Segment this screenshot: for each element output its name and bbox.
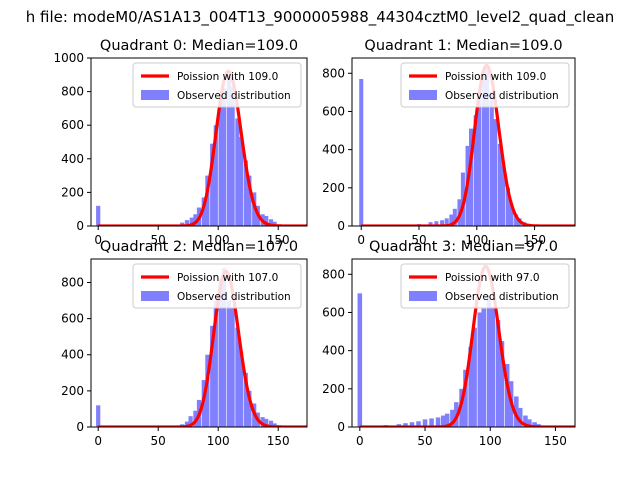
legend-label-poisson: Poission with 107.0 bbox=[177, 272, 278, 284]
panel-title: Quadrant 3: Median=97.0 bbox=[369, 239, 558, 255]
legend-label-poisson: Poission with 109.0 bbox=[177, 71, 278, 83]
legend-label-observed: Observed distribution bbox=[177, 291, 291, 303]
y-tick-label: 400 bbox=[61, 348, 84, 362]
legend-label-observed: Observed distribution bbox=[177, 90, 291, 102]
panel-title: Quadrant 1: Median=109.0 bbox=[364, 38, 562, 54]
x-tick-label: 0 bbox=[357, 233, 365, 247]
histogram-bar bbox=[96, 206, 100, 226]
histogram-bar bbox=[478, 312, 483, 427]
legend-label-poisson: Poission with 97.0 bbox=[445, 272, 540, 284]
legend-label-poisson: Poission with 109.0 bbox=[445, 71, 546, 83]
y-tick-label: 200 bbox=[61, 185, 84, 199]
y-tick-label: 600 bbox=[61, 118, 84, 132]
y-tick-label: 600 bbox=[322, 305, 345, 319]
y-tick-label: 800 bbox=[322, 267, 345, 281]
histogram-bar bbox=[96, 405, 100, 427]
y-tick-label: 1000 bbox=[53, 51, 84, 65]
y-tick-label: 600 bbox=[61, 312, 84, 326]
x-tick-label: 50 bbox=[151, 434, 166, 448]
y-tick-label: 200 bbox=[322, 382, 345, 396]
panel-title: Quadrant 2: Median=107.0 bbox=[100, 239, 298, 255]
x-tick-label: 0 bbox=[356, 434, 364, 448]
y-tick-label: 0 bbox=[337, 420, 345, 434]
x-tick-label: 150 bbox=[544, 434, 567, 448]
legend-bar-swatch bbox=[409, 90, 437, 100]
x-tick-label: 150 bbox=[267, 434, 290, 448]
x-tick-label: 100 bbox=[207, 434, 230, 448]
y-tick-label: 800 bbox=[322, 66, 345, 80]
panel-title: Quadrant 0: Median=109.0 bbox=[100, 38, 298, 54]
histogram-bar bbox=[481, 309, 486, 427]
y-tick-label: 200 bbox=[322, 181, 345, 195]
y-tick-label: 200 bbox=[61, 384, 84, 398]
legend-label-observed: Observed distribution bbox=[445, 291, 559, 303]
histogram-bar bbox=[491, 307, 496, 427]
y-tick-label: 800 bbox=[61, 85, 84, 99]
legend-label-observed: Observed distribution bbox=[445, 90, 559, 102]
y-tick-label: 600 bbox=[322, 104, 345, 118]
legend: Poission with 109.0 Observed distribution bbox=[401, 63, 569, 107]
x-tick-label: 0 bbox=[94, 434, 102, 448]
figure-suptitle: h file: modeM0/AS1A13_004T13_9000005988_… bbox=[26, 8, 615, 27]
legend-bar-swatch bbox=[409, 291, 437, 301]
y-tick-label: 800 bbox=[61, 275, 84, 289]
legend-bar-swatch bbox=[141, 291, 169, 301]
x-tick-label: 50 bbox=[417, 434, 432, 448]
legend: Poission with 109.0 Observed distribution bbox=[133, 63, 301, 107]
histogram-bar bbox=[359, 79, 363, 226]
y-tick-label: 0 bbox=[76, 219, 84, 233]
y-tick-label: 0 bbox=[76, 420, 84, 434]
histogram-bar bbox=[222, 88, 226, 226]
legend-bar-swatch bbox=[141, 90, 169, 100]
x-tick-label: 100 bbox=[479, 434, 502, 448]
legend: Poission with 107.0 Observed distribution bbox=[133, 264, 301, 308]
histogram-bar bbox=[358, 293, 363, 427]
y-tick-label: 0 bbox=[337, 219, 345, 233]
y-tick-label: 400 bbox=[322, 143, 345, 157]
histogram-bar bbox=[490, 92, 494, 226]
histogram-bar bbox=[231, 308, 235, 427]
histogram-bar bbox=[487, 295, 492, 427]
y-tick-label: 400 bbox=[61, 152, 84, 166]
histogram-bar bbox=[493, 119, 497, 226]
legend: Poission with 97.0 Observed distribution bbox=[401, 264, 569, 308]
y-tick-label: 400 bbox=[322, 344, 345, 358]
histogram-bar bbox=[227, 301, 231, 427]
histogram-bar bbox=[235, 118, 239, 226]
